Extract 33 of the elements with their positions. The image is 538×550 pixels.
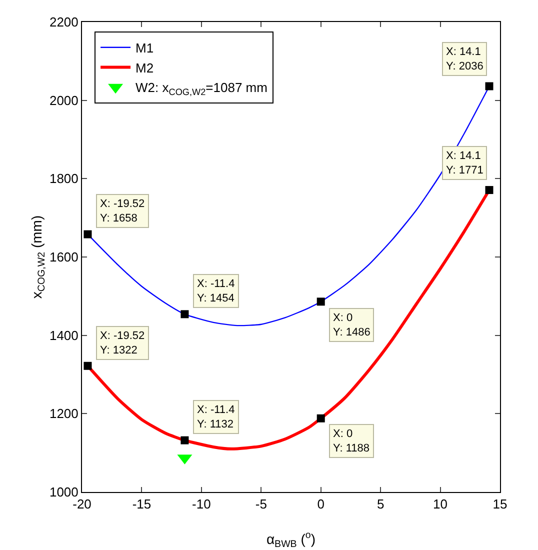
point	[316, 414, 325, 422]
annotation: X: 0 Y: 1486	[333, 312, 370, 338]
x-tick-label: 0	[317, 496, 324, 512]
legend-label: W2: x$_{COG,W2}$=1087 mm	[136, 80, 268, 97]
x-tick-label: 5	[376, 496, 384, 512]
annotation: X: 0 Y: 1188	[333, 428, 370, 454]
y-tick-label: 1200	[49, 406, 78, 422]
y-tick-label: 1400	[49, 328, 78, 343]
annotation: X: -11.4 Y: 1454	[197, 278, 235, 304]
legend-label: M1	[136, 40, 154, 56]
annotation: X: 14.1 Y: 2036	[446, 46, 484, 72]
x-tick-label: 15	[492, 496, 508, 512]
annotation: X: -19.52 Y: 1658	[100, 198, 145, 224]
point	[180, 310, 189, 318]
x-axis-title: α$_{BWB}$ ($^{o}$)	[266, 530, 316, 550]
point	[84, 362, 92, 370]
point	[84, 230, 92, 238]
x-tick-label: -10	[192, 496, 211, 512]
annotation: X: 14.1 Y: 1771	[446, 150, 484, 176]
annotation: X: -11.4 Y: 1132	[197, 404, 235, 430]
x-tick-label: -15	[132, 496, 152, 512]
point	[485, 82, 494, 90]
point	[180, 436, 189, 444]
y-tick-label: 2000	[49, 92, 78, 108]
annotation: X: -19.52 Y: 1322	[100, 330, 145, 356]
y-tick-label: 1800	[49, 171, 78, 186]
x-tick-label: 10	[433, 496, 448, 512]
legend-label: M2	[136, 60, 154, 76]
x-tick-label: -5	[255, 496, 267, 512]
y-tick-label: 1600	[49, 250, 78, 265]
point	[485, 186, 494, 194]
point	[316, 298, 325, 306]
y-tick-label: 2200	[49, 14, 78, 30]
